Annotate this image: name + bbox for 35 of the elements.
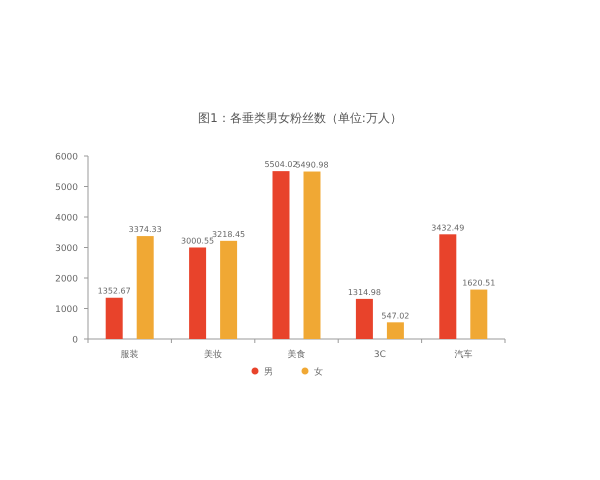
data-label: 3218.45: [212, 230, 246, 239]
x-tick-label: 汽车: [454, 349, 472, 360]
bar: [106, 298, 123, 339]
y-tick-label: 2000: [55, 274, 78, 284]
bar: [470, 290, 488, 339]
y-tick-label: 1000: [55, 305, 78, 315]
bar: [304, 172, 320, 339]
bar: [136, 236, 154, 339]
data-label: 547.02: [381, 311, 410, 320]
bar: [356, 298, 373, 339]
x-tick-label: 美妆: [204, 349, 222, 360]
data-label: 1352.67: [98, 286, 131, 296]
bar: [439, 234, 456, 339]
data-label: 5504.02: [264, 160, 298, 170]
y-tick-label: 5000: [55, 183, 78, 193]
legend-label: 女: [314, 366, 323, 378]
x-tick-label: 美食: [288, 349, 306, 360]
y-tick-label: 0: [72, 336, 78, 346]
y-tick-label: 6000: [55, 152, 78, 162]
y-tick-label: 3000: [55, 244, 78, 254]
bar: [220, 240, 238, 339]
data-label: 3432.49: [431, 223, 464, 232]
x-tick-label: 服装: [120, 349, 139, 360]
data-label: 3000.55: [181, 236, 214, 246]
y-tick-label: 4000: [55, 214, 78, 224]
bar: [386, 322, 404, 339]
x-tick-label: 3C: [374, 350, 386, 360]
data-label: 1314.98: [348, 288, 381, 297]
data-label: 1620.51: [462, 278, 496, 288]
chart-title: 图1：各垂类男女粉丝数（单位:万人）: [198, 111, 402, 125]
legend-label: 男: [264, 366, 273, 378]
data-label: 5490.98: [295, 160, 329, 170]
bar: [189, 247, 206, 339]
bar: [272, 171, 290, 339]
data-label: 3374.33: [128, 225, 162, 234]
